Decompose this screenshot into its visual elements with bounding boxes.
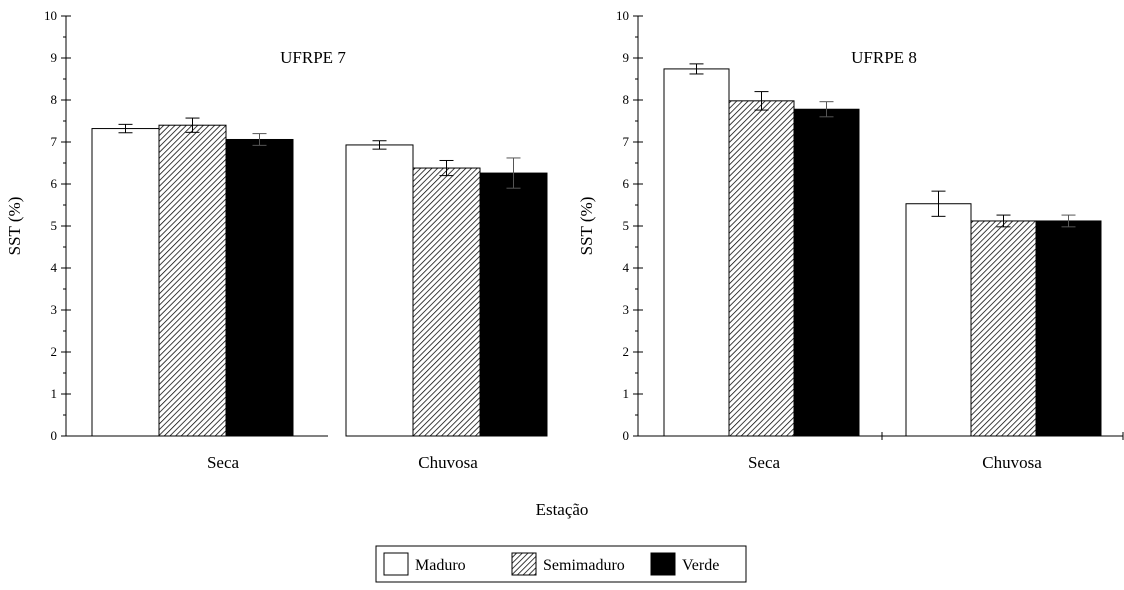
y-tick-label: 5 [623, 218, 630, 233]
y-tick-label: 9 [623, 50, 630, 65]
shared-x-axis-label: Estação [536, 500, 589, 519]
chart-ufrpe8: 0 1 2 3 4 5 6 7 8 9 10 SST (%) UFRPE 8 Seca Chuvosa [577, 8, 1124, 472]
chart-ufrpe7: 0 1 2 3 4 5 6 7 8 9 10 SST (%) UFRPE 7 Seca Chuvosa [5, 8, 548, 472]
legend-box [375, 545, 747, 583]
y-tick-label: 5 [51, 218, 58, 233]
legend-label-verde: Verde [682, 557, 719, 574]
y-tick-label: 1 [51, 386, 58, 401]
bar-verde [793, 108, 860, 437]
bar-verde [225, 138, 294, 437]
x-category-label: Seca [748, 453, 781, 472]
x-category-label: Chuvosa [418, 453, 478, 472]
bar-maduro [91, 128, 160, 437]
y-tick-label: 3 [623, 302, 630, 317]
x-category-label: Chuvosa [982, 453, 1042, 472]
bar-maduro [345, 144, 414, 437]
y-tick-label: 0 [51, 428, 58, 443]
bar-verde [1035, 220, 1102, 437]
bar-maduro [663, 68, 730, 437]
y-tick-label: 10 [44, 8, 57, 23]
legend-swatch-semimaduro [511, 552, 537, 576]
y-tick-label: 7 [623, 134, 630, 149]
y-tick-label: 4 [51, 260, 58, 275]
chart-title: UFRPE 8 [851, 48, 917, 67]
y-tick-label: 0 [623, 428, 630, 443]
y-axis-label: SST (%) [5, 197, 24, 256]
y-tick-label: 3 [51, 302, 58, 317]
bar-maduro [905, 203, 972, 437]
y-tick-label: 4 [623, 260, 630, 275]
chart-title: UFRPE 7 [280, 48, 346, 67]
x-category-label: Seca [207, 453, 240, 472]
y-tick-label: 2 [51, 344, 58, 359]
y-tick-label: 9 [51, 50, 58, 65]
y-tick-label: 8 [623, 92, 630, 107]
y-tick-label: 2 [623, 344, 630, 359]
y-tick-label: 1 [623, 386, 630, 401]
legend-swatch-maduro [383, 552, 409, 576]
y-tick-label: 6 [623, 176, 630, 191]
y-tick-label: 8 [51, 92, 58, 107]
legend-label-semimaduro: Semimaduro [543, 557, 625, 574]
y-axis-label: SST (%) [577, 197, 596, 256]
bar-semimaduro [970, 220, 1037, 437]
y-tick-label: 10 [616, 8, 629, 23]
legend-swatch-verde [650, 552, 676, 576]
legend: Maduro Semimaduro Verde [375, 545, 747, 583]
bar-verde [479, 172, 548, 437]
legend-label-maduro: Maduro [415, 557, 466, 574]
bar-semimaduro [158, 124, 227, 437]
y-tick-label: 7 [51, 134, 58, 149]
bar-semimaduro [728, 100, 795, 437]
y-tick-label: 6 [51, 176, 58, 191]
bar-semimaduro [412, 167, 481, 437]
